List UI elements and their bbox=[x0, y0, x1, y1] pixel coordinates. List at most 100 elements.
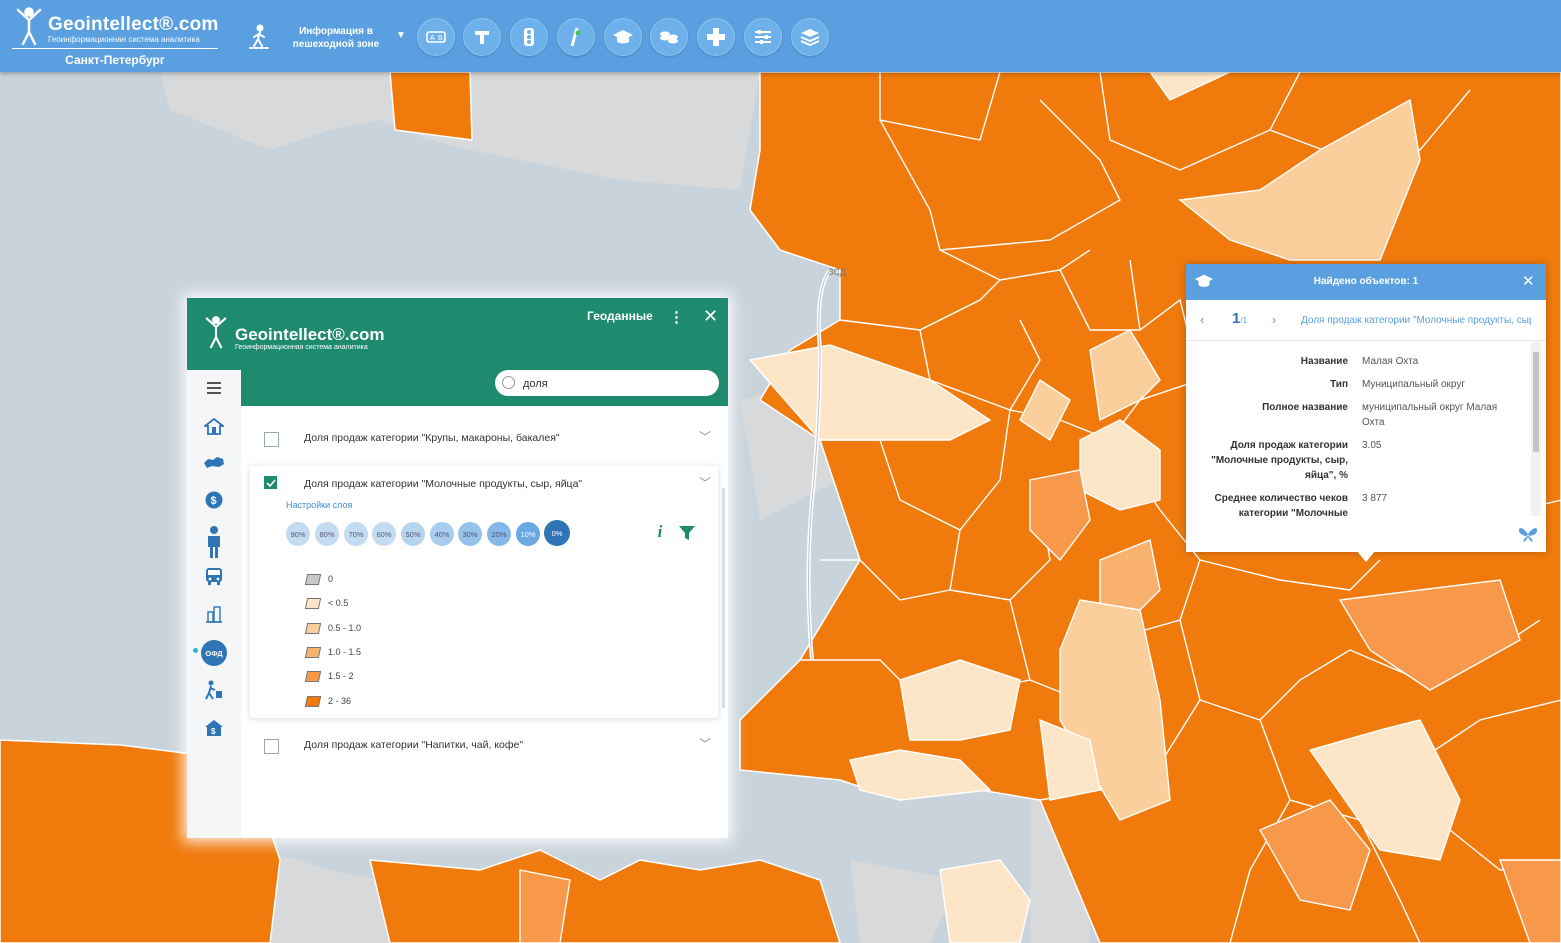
legend-swatch bbox=[304, 623, 322, 635]
app-logo[interactable]: Geointellect®.com Геоинформационная сист… bbox=[12, 4, 220, 68]
attribute-key: Доля продаж категории "Молочные продукты… bbox=[1211, 440, 1348, 481]
search-input[interactable] bbox=[521, 373, 715, 395]
search-box[interactable] bbox=[495, 370, 719, 396]
logo-figure-icon bbox=[205, 316, 227, 349]
education-icon bbox=[1194, 274, 1214, 287]
filters-icon[interactable] bbox=[744, 18, 782, 56]
layer-checkbox[interactable] bbox=[264, 739, 279, 754]
layer-settings-link[interactable]: Настройки слоя bbox=[286, 500, 353, 510]
legend-swatch bbox=[304, 598, 322, 610]
attribute-value: 3 877 bbox=[1362, 493, 1388, 504]
popup-pointer bbox=[1356, 550, 1376, 562]
home-icon[interactable] bbox=[202, 414, 226, 438]
chevron-down-icon[interactable]: ﹀ bbox=[699, 430, 712, 444]
info-icon[interactable]: i bbox=[657, 522, 663, 541]
buildings-icon[interactable] bbox=[202, 602, 226, 626]
svg-text:B: B bbox=[438, 35, 443, 42]
close-icon[interactable]: ✕ bbox=[703, 306, 719, 326]
menu-icon[interactable] bbox=[202, 376, 226, 400]
text-icon[interactable] bbox=[463, 18, 501, 56]
close-icon[interactable]: ✕ bbox=[1522, 273, 1535, 290]
legend-item: 1.0 - 1.5 bbox=[304, 647, 361, 659]
geodata-panel: Geointellect®.com Геоинформационная сист… bbox=[187, 298, 728, 838]
layer-item[interactable]: Доля продаж категории "Крупы, макароны, … bbox=[253, 418, 717, 460]
attribute-key: Тип bbox=[1330, 379, 1348, 390]
opacity-40[interactable]: 40% bbox=[430, 522, 454, 546]
traffic-light-icon[interactable] bbox=[510, 18, 548, 56]
money-icon[interactable] bbox=[650, 18, 688, 56]
attribute-key: Полное название bbox=[1262, 402, 1348, 413]
opacity-80[interactable]: 80% bbox=[315, 522, 339, 546]
attributes-list: Название Малая Охта Тип Муниципальный окру… bbox=[1186, 342, 1530, 518]
search-icon bbox=[502, 376, 515, 389]
legend-item: 0.5 - 1.0 bbox=[304, 623, 361, 635]
attribute-value: 3.05 bbox=[1362, 440, 1382, 451]
top-toolbar: Geointellect®.com Геоинформационная сист… bbox=[0, 0, 1561, 72]
panel-scrollbar[interactable] bbox=[722, 488, 725, 708]
legend-swatch bbox=[304, 671, 322, 683]
legend-swatch bbox=[304, 696, 322, 708]
city-label: Санкт-Петербург bbox=[65, 53, 165, 67]
legend-swatch bbox=[304, 574, 322, 586]
chevron-left-icon[interactable]: ‹ bbox=[1200, 312, 1205, 327]
popup-layer-name[interactable]: Доля продаж категории "Молочные продукты… bbox=[1301, 315, 1531, 326]
scroll-thumb[interactable] bbox=[1533, 352, 1539, 452]
poi-icon[interactable] bbox=[557, 18, 595, 56]
opacity-50[interactable]: 50% bbox=[401, 522, 425, 546]
layer-checkbox[interactable] bbox=[264, 432, 279, 447]
medical-icon[interactable] bbox=[697, 18, 735, 56]
panel-title: Геоданные bbox=[587, 309, 653, 323]
opacity-30[interactable]: 30% bbox=[458, 522, 482, 546]
chevron-up-icon[interactable]: ﹀ bbox=[699, 476, 712, 490]
layer-checkbox-checked[interactable] bbox=[264, 476, 277, 489]
filter-icon[interactable] bbox=[678, 524, 696, 542]
layer-item[interactable]: Доля продаж категории "Напитки, чай, коф… bbox=[253, 725, 717, 767]
layers-icon[interactable] bbox=[791, 18, 829, 56]
dollar-icon[interactable]: $ bbox=[202, 488, 226, 512]
info-zone-selector[interactable]: Информация в пешеходной зоне bbox=[292, 26, 380, 50]
chevron-down-icon[interactable]: ﹀ bbox=[699, 737, 712, 751]
opacity-10[interactable]: 10% bbox=[516, 522, 540, 546]
attribute-value: муниципальный округ Малая Охта bbox=[1362, 402, 1498, 428]
opacity-70[interactable]: 70% bbox=[344, 522, 368, 546]
pedestrian-icon[interactable] bbox=[202, 678, 226, 702]
legend-item: 2 - 36 bbox=[304, 696, 351, 708]
more-options-icon[interactable]: ⋮ bbox=[669, 309, 684, 326]
layer-label: Доля продаж категории "Напитки, чай, коф… bbox=[304, 739, 524, 751]
active-dot bbox=[193, 648, 198, 653]
popup-pager: ‹ 1/1 › Доля продаж категории "Молочные … bbox=[1186, 300, 1546, 341]
svg-text:A: A bbox=[430, 35, 435, 42]
opacity-20[interactable]: 20% bbox=[487, 522, 511, 546]
layer-item-expanded: Доля продаж категории "Молочные продукты… bbox=[250, 466, 718, 718]
ofd-icon[interactable]: ОФД bbox=[201, 640, 227, 666]
logo-figure-icon bbox=[16, 7, 42, 46]
feature-info-popup: Найдено объектов: 1 ✕ ‹ 1/1 › Доля прода… bbox=[1186, 264, 1546, 562]
layer-label: Доля продаж категории "Молочные продукты… bbox=[304, 478, 583, 490]
legend-item: 0 bbox=[304, 574, 333, 586]
opacity-60[interactable]: 60% bbox=[372, 522, 396, 546]
house-money-icon[interactable]: $ bbox=[202, 716, 226, 740]
chevron-right-icon[interactable]: › bbox=[1272, 312, 1277, 327]
attribute-value: Муниципальный округ bbox=[1362, 379, 1465, 390]
page-number: 1/1 bbox=[1232, 310, 1248, 327]
popup-title: Найдено объектов: 1 bbox=[1313, 276, 1419, 287]
panel-brand-subtitle: Геоинформационная система аналитика bbox=[235, 344, 368, 351]
person-icon[interactable] bbox=[202, 524, 226, 560]
opacity-90[interactable]: 90% bbox=[286, 522, 310, 546]
russia-map-icon[interactable] bbox=[202, 450, 226, 474]
attribute-key: Среднее количество чеков категории "Моло… bbox=[1214, 493, 1348, 518]
bus-icon[interactable] bbox=[202, 564, 226, 588]
popup-scrollbar[interactable] bbox=[1531, 342, 1541, 516]
layer-label: Доля продаж категории "Крупы, макароны, … bbox=[304, 432, 560, 444]
butterfly-icon[interactable] bbox=[1518, 526, 1538, 542]
legend-swatch bbox=[304, 647, 322, 659]
education-icon[interactable] bbox=[604, 18, 642, 56]
panel-header: Geointellect®.com Геоинформационная сист… bbox=[187, 298, 728, 370]
chevron-down-icon[interactable]: ▼ bbox=[396, 30, 406, 41]
road-label: ЗСД bbox=[828, 267, 846, 277]
search-bar bbox=[241, 370, 728, 406]
pedestrian-zone-icon[interactable] bbox=[248, 24, 270, 50]
brand-subtitle: Геоинформационная система аналитика bbox=[48, 35, 200, 44]
opacity-0[interactable]: 0% bbox=[544, 520, 570, 546]
